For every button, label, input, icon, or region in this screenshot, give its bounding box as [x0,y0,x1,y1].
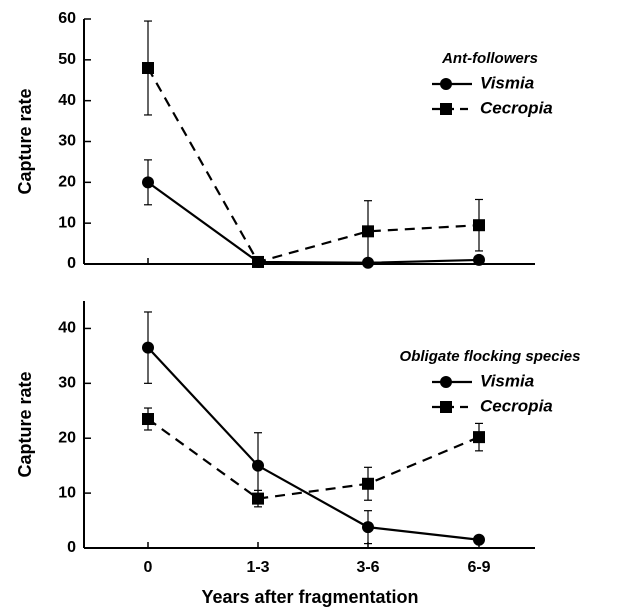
x-axis-label: Years after fragmentation [201,587,418,607]
series-line [147,418,480,500]
y-tick-label: 40 [58,320,76,337]
point [252,459,264,472]
legend-marker [440,376,452,388]
legend-label: Cecropia [480,396,553,415]
y-tick-label: 30 [58,375,76,392]
series-line [147,346,480,541]
y-tick-label: 20 [58,174,76,191]
x-tick-label: 0 [144,559,153,576]
y-tick-label: 30 [58,133,76,150]
point [473,533,485,546]
y-tick-label: 10 [58,484,76,501]
point [473,253,485,266]
legend-label: Cecropia [480,98,553,117]
y-axis-label: Capture rate [15,88,35,194]
point [252,492,264,505]
legend-label: Vismia [480,371,534,390]
y-tick-label: 50 [58,51,76,68]
point [142,176,154,189]
y-tick-label: 10 [58,214,76,231]
series-line [147,67,480,264]
point [473,219,485,232]
point [362,521,374,534]
legend-label: Vismia [480,73,534,92]
legend-title: Obligate flocking species [400,348,581,365]
y-tick-label: 40 [58,92,76,109]
series-line [147,181,480,264]
x-tick-label: 1-3 [246,559,269,576]
legend-marker [440,103,452,115]
legend-marker [440,78,452,90]
x-tick-label: 6-9 [467,559,490,576]
y-tick-label: 0 [67,255,76,272]
point [252,255,264,268]
y-tick-label: 20 [58,429,76,446]
legend-title: Ant-followers [441,50,538,67]
legend-marker [440,401,452,413]
y-tick-label: 60 [58,10,76,27]
y-tick-label: 0 [67,539,76,556]
point [473,431,485,444]
point [362,477,374,490]
point [142,62,154,74]
y-axis-label: Capture rate [15,371,35,477]
point [362,256,374,269]
point [142,413,154,426]
point [362,225,374,238]
point [142,341,154,354]
x-tick-label: 3-6 [356,559,379,576]
